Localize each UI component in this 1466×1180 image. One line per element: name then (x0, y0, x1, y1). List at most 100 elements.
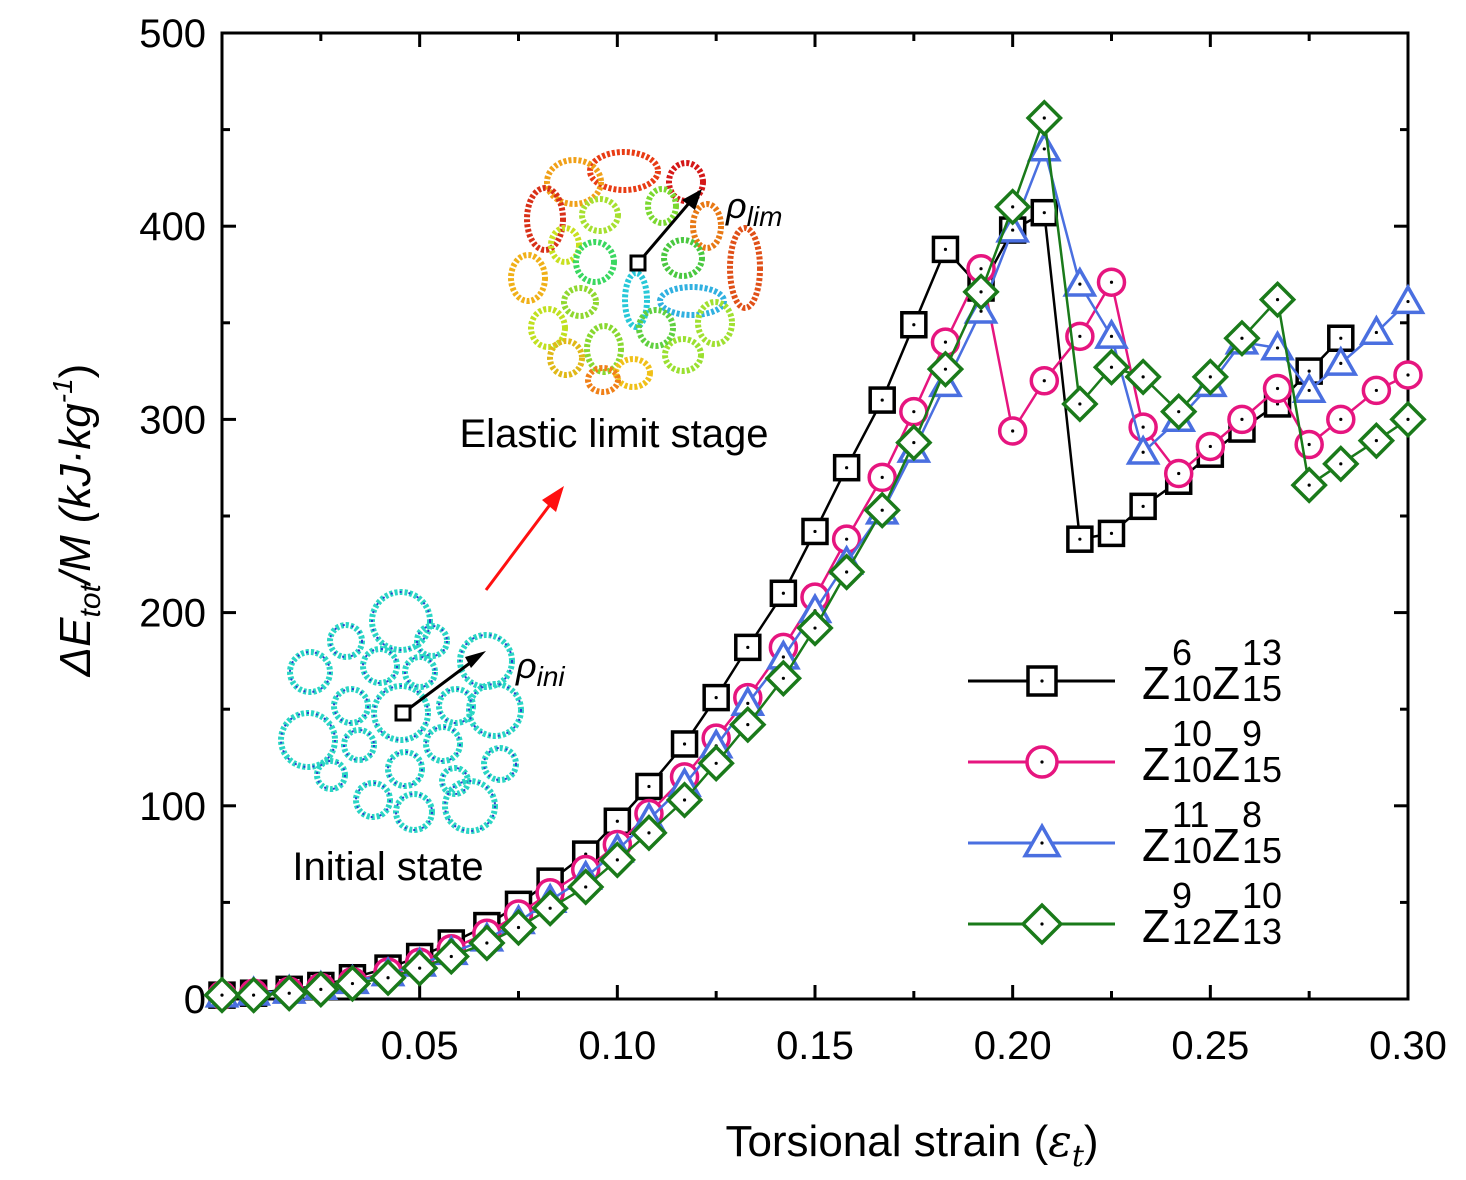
triangle-marker (1125, 434, 1161, 465)
deformed-tube (524, 185, 566, 253)
marker-center-dot (1078, 537, 1082, 541)
rho-lim-arrow (636, 201, 692, 264)
marker-center-dot (647, 831, 651, 835)
marker-center-dot (1177, 410, 1181, 414)
deformed-tube (587, 149, 661, 193)
marker-center-dot (1275, 386, 1280, 391)
initial-tube (331, 686, 371, 726)
initial-tube-accent (280, 712, 336, 768)
initial-tube-accent (468, 683, 522, 737)
rho-lim-origin (629, 254, 647, 272)
marker-center-dot (746, 645, 750, 649)
marker-center-dot (1339, 361, 1343, 365)
initial-tube (385, 749, 425, 789)
marker-center-dot (1275, 298, 1280, 302)
marker-center-dot (548, 906, 552, 910)
initial-tube-accent (316, 760, 346, 790)
x-tick-label: 0.20 (974, 1024, 1052, 1068)
marker-center-dot (647, 784, 651, 789)
deformed-tube (613, 356, 653, 390)
marker-center-dot (1042, 116, 1046, 120)
deformed-tube (661, 237, 705, 279)
initial-tube (360, 646, 400, 686)
marker-center-dot (979, 309, 983, 313)
marker-center-dot (1307, 442, 1311, 447)
marker-center-dot (1240, 417, 1244, 421)
marker-center-dot (1042, 147, 1046, 151)
initial-tube-accent (416, 625, 448, 657)
marker-center-dot (1040, 679, 1044, 683)
y-axis-title: ΔEtot/M (kJ·kg-1) (47, 364, 107, 678)
marker-center-dot (1406, 299, 1410, 304)
marker-center-dot (386, 976, 390, 980)
marker-center-dot (1374, 330, 1378, 335)
initial-tube-accent (329, 624, 363, 658)
initial-tube-accent (333, 688, 369, 724)
marker-center-dot (880, 398, 884, 402)
initial-tube-accent (438, 688, 474, 724)
marker-center-dot (880, 508, 884, 512)
marker-center-dot (943, 247, 948, 251)
marker-center-dot (912, 323, 916, 327)
marker-center-dot (1275, 346, 1280, 350)
deformed-tube (662, 336, 704, 374)
marker-center-dot (714, 696, 718, 700)
marker-center-dot (1040, 922, 1044, 926)
marker-center-dot (1109, 334, 1114, 338)
marker-center-dot (1208, 375, 1212, 379)
marker-center-dot (1307, 388, 1311, 393)
marker-center-dot (1339, 462, 1343, 466)
series-diamond (203, 99, 1427, 1014)
initial-state-inset (278, 589, 524, 834)
marker-center-dot (714, 761, 718, 765)
marker-center-dot (1374, 439, 1378, 443)
initial-tube-accent (373, 685, 429, 741)
initial-tube-accent (441, 767, 469, 795)
marker-center-dot (1078, 402, 1082, 406)
marker-center-dot (584, 885, 588, 889)
x-tick-label: 0.30 (1369, 1024, 1447, 1068)
marker-center-dot (1141, 504, 1145, 508)
x-tick-label: 0.15 (776, 1024, 854, 1068)
initial-tube-accent (355, 782, 391, 818)
marker-center-dot (1040, 760, 1044, 764)
initial-state-label: Initial state (292, 845, 483, 889)
marker-center-dot (449, 954, 453, 959)
triangle-marker (1022, 822, 1062, 858)
square-marker (801, 517, 829, 546)
y-tick-label: 300 (139, 398, 206, 442)
triangle-marker (1062, 266, 1098, 297)
marker-center-dot (350, 981, 355, 986)
marker-center-dot (485, 941, 489, 945)
marker-center-dot (1109, 280, 1114, 284)
marker-center-dot (880, 475, 884, 479)
marker-center-dot (1109, 365, 1114, 369)
y-tick-label: 200 (139, 592, 206, 636)
series-markers (203, 99, 1427, 1014)
marker-center-dot (1011, 429, 1015, 433)
square-marker (1066, 525, 1094, 553)
deformed-tube (622, 270, 650, 330)
deformed-tube (695, 299, 735, 347)
triangle-marker (1094, 318, 1129, 349)
marker-center-dot (1177, 471, 1181, 476)
y-tick-label: 100 (139, 785, 206, 829)
deformed-tube (508, 252, 548, 304)
deformed-tube (636, 307, 676, 349)
y-tick-label: 0 (184, 978, 206, 1022)
rho-lim-arrow-head (682, 189, 702, 210)
initial-tube-accent (387, 751, 423, 787)
marker-center-dot (615, 819, 619, 823)
marker-center-dot (319, 987, 323, 991)
rho-lim-label: ρlim (725, 185, 782, 232)
marker-center-dot (1339, 336, 1343, 340)
triangle-marker (1390, 283, 1426, 315)
x-tick-label: 0.05 (381, 1024, 459, 1068)
axis-ticks: 0.05 0.10 0.15 0.20 0.25 0.30 0 100 200 300 400 500 (139, 12, 1447, 1068)
deformed-tube (584, 323, 624, 375)
marker-center-dot (1078, 334, 1082, 338)
marker-center-dot (845, 570, 849, 574)
initial-tube (466, 681, 524, 739)
marker-center-dot (781, 676, 785, 680)
deformed-tube (727, 225, 763, 311)
